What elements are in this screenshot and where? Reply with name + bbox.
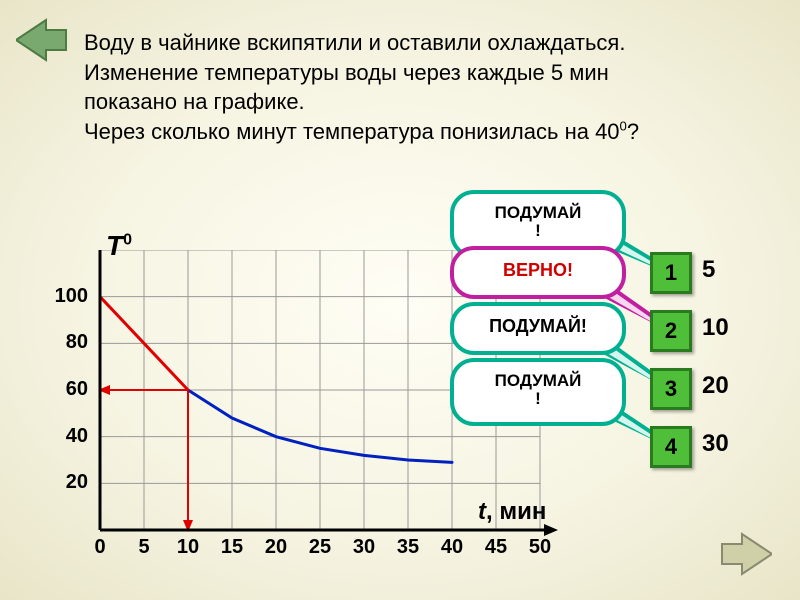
feedback-bubble-wrong: ПОДУМАЙ! xyxy=(450,302,626,355)
question-text: Воду в чайнике вскипятили и оставили охл… xyxy=(84,28,784,147)
y-tick-label: 100 xyxy=(48,285,88,308)
x-tick-label: 35 xyxy=(397,536,419,559)
question-tail: ? xyxy=(627,119,639,144)
x-tick-label: 25 xyxy=(309,536,331,559)
answer-value: 5 xyxy=(702,256,715,284)
question-line3: показано на графике. xyxy=(84,89,305,114)
answer-value: 10 xyxy=(702,314,729,342)
nav-next-button[interactable] xyxy=(720,532,772,581)
x-tick-label: 45 xyxy=(485,536,507,559)
feedback-bubble-correct: ВЕРНО! xyxy=(450,246,626,299)
y-tick-label: 60 xyxy=(48,378,88,401)
nav-back-button[interactable] xyxy=(16,18,68,67)
question-degree: 0 xyxy=(620,119,627,134)
answer-option-1[interactable]: 1 xyxy=(650,252,692,294)
y-tick-label: 40 xyxy=(48,425,88,448)
y-axis-title: T0 xyxy=(106,230,132,262)
x-tick-label: 15 xyxy=(221,536,243,559)
x-tick-label: 50 xyxy=(529,536,551,559)
answer-value: 20 xyxy=(702,372,729,400)
question-line2: Изменение температуры воды через каждые … xyxy=(84,60,609,85)
y-tick-label: 20 xyxy=(48,471,88,494)
answer-option-4[interactable]: 4 xyxy=(650,426,692,468)
answer-value: 30 xyxy=(702,430,729,458)
x-tick-label: 0 xyxy=(94,536,105,559)
x-tick-label: 20 xyxy=(265,536,287,559)
x-tick-label: 10 xyxy=(177,536,199,559)
x-axis-title: t, мин xyxy=(478,498,546,526)
answer-option-3[interactable]: 3 xyxy=(650,368,692,410)
x-tick-label: 30 xyxy=(353,536,375,559)
answer-option-2[interactable]: 2 xyxy=(650,310,692,352)
x-tick-label: 5 xyxy=(138,536,149,559)
feedback-bubble-wrong: ПОДУМАЙ! xyxy=(450,358,626,426)
y-tick-label: 80 xyxy=(48,331,88,354)
x-tick-label: 40 xyxy=(441,536,463,559)
question-line4: Через сколько минут температура понизила… xyxy=(84,119,620,144)
question-line1: Воду в чайнике вскипятили и оставили охл… xyxy=(84,30,625,55)
